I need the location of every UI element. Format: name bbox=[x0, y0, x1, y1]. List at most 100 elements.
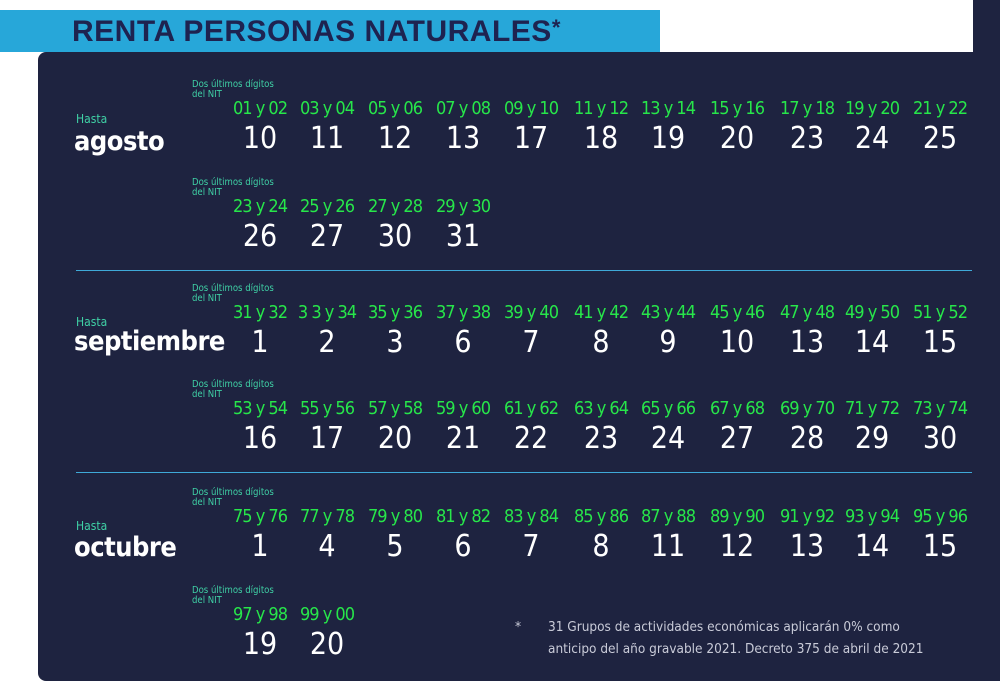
nit-digits-caption: Dos últimos dígitos del NIT bbox=[192, 586, 282, 606]
nit-pair: 07 y 08 bbox=[435, 98, 491, 119]
nit-pair: 79 y 80 bbox=[367, 506, 423, 527]
due-day: 16 bbox=[242, 421, 278, 456]
nit-caption-line-1: Dos últimos dígitos bbox=[192, 79, 274, 90]
hasta-label: Hasta bbox=[76, 112, 108, 126]
due-day: 10 bbox=[242, 121, 278, 156]
nit-pair: 39 y 40 bbox=[503, 302, 559, 323]
hasta-label: Hasta bbox=[76, 519, 108, 533]
nit-pair: 41 y 42 bbox=[573, 302, 629, 323]
nit-pair: 35 y 36 bbox=[367, 302, 423, 323]
due-day: 8 bbox=[592, 325, 610, 360]
due-day: 7 bbox=[522, 325, 540, 360]
nit-pair: 25 y 26 bbox=[299, 196, 355, 217]
nit-pair: 57 y 58 bbox=[367, 398, 423, 419]
due-day: 3 bbox=[386, 325, 404, 360]
footnote-line-1: 31 Grupos de actividades económicas apli… bbox=[548, 619, 900, 635]
nit-pair: 03 y 04 bbox=[299, 98, 355, 119]
nit-pair: 69 y 70 bbox=[779, 398, 835, 419]
nit-pair: 43 y 44 bbox=[640, 302, 696, 323]
due-day: 23 bbox=[583, 421, 619, 456]
month-label: septiembre bbox=[74, 326, 225, 357]
due-day: 30 bbox=[922, 421, 958, 456]
due-day: 21 bbox=[445, 421, 481, 456]
due-day: 4 bbox=[318, 529, 336, 564]
nit-pair: 11 y 12 bbox=[573, 98, 629, 119]
due-day: 20 bbox=[719, 121, 755, 156]
due-day: 30 bbox=[377, 219, 413, 254]
digit-row: Dos últimos dígitos del NIT 75 y 76 1 77 y 7… bbox=[0, 488, 1000, 578]
nit-caption-line-2: del NIT bbox=[192, 89, 222, 100]
nit-caption-line-2: del NIT bbox=[192, 497, 222, 508]
due-day: 5 bbox=[386, 529, 404, 564]
nit-pair: 89 y 90 bbox=[709, 506, 765, 527]
nit-pair: 83 y 84 bbox=[503, 506, 559, 527]
month-label: agosto bbox=[74, 126, 165, 157]
due-day: 14 bbox=[854, 529, 890, 564]
due-day: 14 bbox=[854, 325, 890, 360]
nit-pair: 01 y 02 bbox=[232, 98, 288, 119]
nit-pair: 47 y 48 bbox=[779, 302, 835, 323]
due-day: 17 bbox=[513, 121, 549, 156]
due-day: 27 bbox=[719, 421, 755, 456]
nit-digits-caption: Dos últimos dígitos del NIT bbox=[192, 80, 282, 100]
due-day: 11 bbox=[650, 529, 686, 564]
due-day: 20 bbox=[309, 627, 345, 662]
digit-row: Dos últimos dígitos del NIT 01 y 02 10 03 y … bbox=[0, 80, 1000, 170]
nit-pair: 63 y 64 bbox=[573, 398, 629, 419]
title-asterisk: * bbox=[551, 15, 561, 40]
due-day: 18 bbox=[583, 121, 619, 156]
nit-pair: 93 y 94 bbox=[844, 506, 900, 527]
nit-pair: 09 y 10 bbox=[503, 98, 559, 119]
nit-caption-line-2: del NIT bbox=[192, 293, 222, 304]
due-day: 22 bbox=[513, 421, 549, 456]
section-divider bbox=[76, 472, 972, 473]
nit-pair: 3 3 y 34 bbox=[297, 302, 357, 323]
nit-digits-caption: Dos últimos dígitos del NIT bbox=[192, 284, 282, 304]
digit-row: Dos últimos dígitos del NIT 53 y 54 16 55 y … bbox=[0, 380, 1000, 470]
nit-pair: 21 y 22 bbox=[912, 98, 968, 119]
due-day: 2 bbox=[318, 325, 336, 360]
due-day: 1 bbox=[251, 325, 269, 360]
nit-pair: 37 y 38 bbox=[435, 302, 491, 323]
due-day: 12 bbox=[377, 121, 413, 156]
nit-pair: 87 y 88 bbox=[640, 506, 696, 527]
due-day: 25 bbox=[922, 121, 958, 156]
due-day: 13 bbox=[789, 325, 825, 360]
nit-pair: 71 y 72 bbox=[844, 398, 900, 419]
nit-pair: 61 y 62 bbox=[503, 398, 559, 419]
nit-pair: 91 y 92 bbox=[779, 506, 835, 527]
digit-row: Dos últimos dígitos del NIT 31 y 32 1 3 3 y … bbox=[0, 284, 1000, 374]
nit-pair: 19 y 20 bbox=[844, 98, 900, 119]
due-day: 10 bbox=[719, 325, 755, 360]
due-day: 7 bbox=[522, 529, 540, 564]
nit-pair: 95 y 96 bbox=[912, 506, 968, 527]
due-day: 24 bbox=[650, 421, 686, 456]
nit-pair: 81 y 82 bbox=[435, 506, 491, 527]
nit-pair: 53 y 54 bbox=[232, 398, 288, 419]
due-day: 23 bbox=[789, 121, 825, 156]
nit-pair: 85 y 86 bbox=[573, 506, 629, 527]
nit-digits-caption: Dos últimos dígitos del NIT bbox=[192, 488, 282, 508]
due-day: 6 bbox=[454, 325, 472, 360]
due-day: 26 bbox=[242, 219, 278, 254]
due-day: 29 bbox=[854, 421, 890, 456]
due-day: 17 bbox=[309, 421, 345, 456]
nit-caption-line-2: del NIT bbox=[192, 187, 222, 198]
due-day: 1 bbox=[251, 529, 269, 564]
nit-pair: 23 y 24 bbox=[232, 196, 288, 217]
footnote-line-2: anticipo del año gravable 2021. Decreto … bbox=[548, 641, 924, 657]
due-day: 8 bbox=[592, 529, 610, 564]
nit-pair: 49 y 50 bbox=[844, 302, 900, 323]
digit-row: Dos últimos dígitos del NIT 97 y 98 19 99 y … bbox=[0, 586, 1000, 676]
nit-pair: 13 y 14 bbox=[640, 98, 696, 119]
nit-caption-line-1: Dos últimos dígitos bbox=[192, 487, 274, 498]
nit-caption-line-1: Dos últimos dígitos bbox=[192, 585, 274, 596]
nit-pair: 77 y 78 bbox=[299, 506, 355, 527]
hasta-label: Hasta bbox=[76, 315, 108, 329]
nit-pair: 73 y 74 bbox=[912, 398, 968, 419]
month-label: octubre bbox=[74, 532, 177, 563]
due-day: 9 bbox=[659, 325, 677, 360]
nit-pair: 97 y 98 bbox=[232, 604, 288, 625]
due-day: 6 bbox=[454, 529, 472, 564]
nit-caption-line-1: Dos últimos dígitos bbox=[192, 283, 274, 294]
